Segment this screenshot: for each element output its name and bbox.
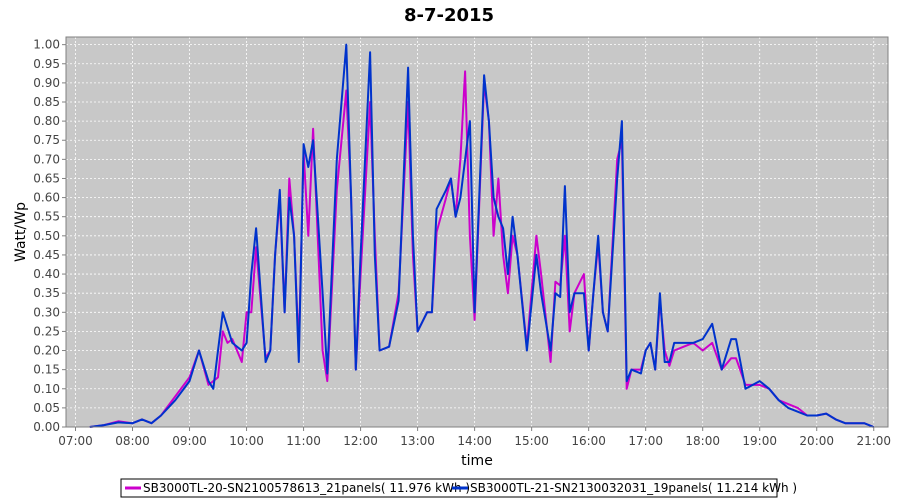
x-tick-label: 17:00 (628, 434, 663, 448)
y-tick-label: 0.00 (33, 420, 60, 434)
y-tick-label: 1.00 (33, 38, 60, 52)
y-tick-label: 0.25 (33, 324, 60, 338)
x-tick-label: 13:00 (400, 434, 435, 448)
x-tick-label: 11:00 (286, 434, 321, 448)
legend: SB3000TL-20-SN2100578613_21panels( 11.97… (120, 478, 797, 498)
y-tick-label: 0.65 (33, 171, 60, 185)
y-tick-label: 0.70 (33, 152, 60, 166)
y-tick-label: 0.95 (33, 57, 60, 71)
y-tick-label: 0.15 (33, 363, 60, 377)
y-tick-label: 0.40 (33, 267, 60, 281)
y-tick-label: 0.50 (33, 229, 60, 243)
x-tick-label: 07:00 (58, 434, 93, 448)
y-tick-label: 0.60 (33, 191, 60, 205)
x-tick-label: 16:00 (571, 434, 606, 448)
legend-box (120, 478, 778, 498)
y-tick-label: 0.75 (33, 133, 60, 147)
x-tick-label: 18:00 (685, 434, 720, 448)
y-axis: 0.00 0.05 0.10 0.15 0.20 0.25 0.30 0.35 0.40 0.45… (33, 38, 66, 434)
y-tick-label: 0.85 (33, 95, 60, 109)
y-tick-label: 0.20 (33, 344, 60, 358)
legend-label: SB3000TL-20-SN2100578613_21panels( 11.97… (143, 481, 470, 495)
x-tick-label: 19:00 (742, 434, 777, 448)
x-axis: 07:00 08:00 09:00 10:00 11:00 12:00 13:00 14:00… (58, 427, 891, 448)
plot-border (65, 36, 889, 428)
x-tick-label: 10:00 (229, 434, 264, 448)
y-tick-label: 0.35 (33, 286, 60, 300)
y-tick-label: 0.45 (33, 248, 60, 262)
series-line-2 (89, 43, 875, 428)
x-tick-label: 21:00 (856, 434, 891, 448)
grid (66, 37, 888, 428)
x-tick-label: 12:00 (343, 434, 378, 448)
y-tick-label: 0.55 (33, 210, 60, 224)
x-tick-label: 14:00 (457, 434, 492, 448)
y-tick-label: 0.10 (33, 382, 60, 396)
x-tick-label: 09:00 (172, 434, 207, 448)
x-tick-label: 15:00 (514, 434, 549, 448)
y-axis-label: Watt/Wp (13, 202, 29, 262)
y-tick-label: 0.80 (33, 114, 60, 128)
chart-title: 8-7-2015 (404, 5, 494, 26)
x-tick-label: 20:00 (799, 434, 834, 448)
x-axis-label: time (461, 453, 493, 469)
y-tick-label: 0.90 (33, 76, 60, 90)
x-tick-label: 08:00 (115, 434, 150, 448)
series-layer (89, 43, 875, 428)
y-tick-label: 0.05 (33, 401, 60, 415)
legend-label: SB3000TL-21-SN2130032031_19panels( 11.21… (470, 481, 797, 495)
y-tick-label: 0.30 (33, 305, 60, 319)
